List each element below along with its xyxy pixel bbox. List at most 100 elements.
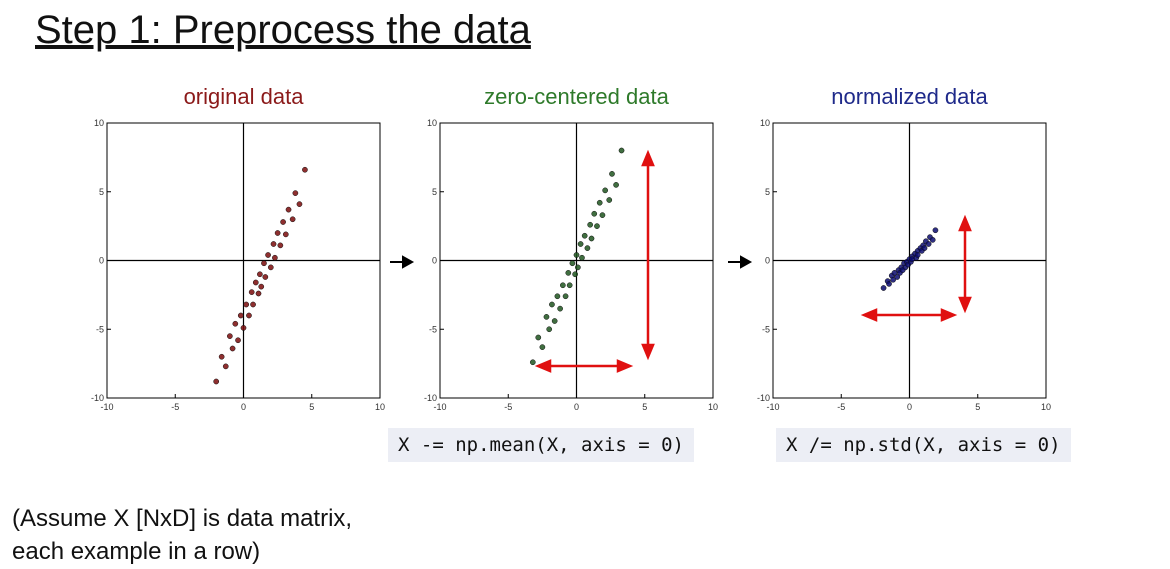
point bbox=[240, 325, 247, 331]
point bbox=[250, 301, 256, 308]
point bbox=[265, 252, 271, 258]
point bbox=[925, 241, 932, 247]
point bbox=[243, 301, 250, 308]
point bbox=[285, 206, 292, 213]
point bbox=[529, 359, 536, 366]
code: X -= np.mean(X, axis = 0) bbox=[388, 428, 694, 462]
chart-title: original data bbox=[184, 84, 305, 109]
point bbox=[267, 264, 274, 271]
point bbox=[577, 241, 584, 247]
note: (Assume X [NxD] is data matrix, bbox=[12, 505, 353, 532]
x-tick-label: 10 bbox=[708, 402, 718, 412]
y-tick-label: -10 bbox=[91, 393, 104, 403]
x-tick-label: -10 bbox=[433, 402, 446, 412]
point bbox=[272, 254, 278, 261]
x-tick-label: 0 bbox=[574, 402, 579, 412]
point bbox=[591, 210, 598, 217]
point bbox=[566, 282, 573, 289]
x-tick-label: 0 bbox=[907, 402, 912, 412]
point bbox=[237, 312, 244, 319]
y-tick-label: -5 bbox=[762, 324, 770, 334]
point bbox=[252, 279, 259, 286]
point bbox=[569, 260, 576, 267]
y-tick-label: 5 bbox=[99, 187, 104, 197]
point bbox=[274, 230, 281, 236]
point bbox=[258, 283, 265, 290]
x-tick-label: -10 bbox=[766, 402, 779, 412]
point bbox=[606, 197, 613, 203]
point bbox=[921, 245, 928, 251]
point bbox=[596, 199, 603, 206]
point bbox=[613, 182, 619, 188]
point bbox=[289, 216, 296, 223]
slide-title: Step 1: Preprocess the data bbox=[35, 8, 531, 52]
point bbox=[932, 227, 939, 234]
chart-title: normalized data bbox=[831, 84, 988, 109]
x-tick-label: 5 bbox=[642, 402, 647, 412]
y-tick-label: 0 bbox=[99, 256, 104, 266]
point bbox=[282, 231, 289, 238]
point bbox=[584, 245, 591, 251]
x-tick-label: -10 bbox=[100, 402, 113, 412]
point bbox=[609, 171, 615, 177]
point bbox=[562, 293, 569, 300]
y-tick-label: 0 bbox=[765, 256, 770, 266]
point bbox=[232, 320, 239, 327]
point bbox=[594, 223, 600, 229]
x-tick-label: 10 bbox=[375, 402, 385, 412]
point bbox=[292, 190, 299, 196]
y-tick-label: 5 bbox=[432, 187, 437, 197]
y-tick-label: 10 bbox=[427, 118, 437, 128]
point bbox=[588, 235, 595, 242]
point bbox=[262, 274, 269, 280]
point bbox=[554, 293, 561, 300]
x-tick-label: 5 bbox=[309, 402, 314, 412]
point bbox=[543, 314, 550, 320]
point bbox=[246, 312, 252, 319]
point bbox=[261, 260, 267, 267]
point bbox=[255, 290, 262, 297]
x-tick-label: -5 bbox=[171, 402, 179, 412]
point bbox=[280, 219, 286, 225]
code: X /= np.std(X, axis = 0) bbox=[776, 428, 1071, 462]
point bbox=[546, 326, 553, 333]
point bbox=[227, 333, 233, 339]
point bbox=[257, 271, 263, 278]
point bbox=[618, 147, 625, 154]
point bbox=[235, 337, 241, 344]
point bbox=[551, 318, 558, 324]
red-arrow bbox=[534, 149, 972, 373]
point bbox=[579, 254, 585, 261]
point bbox=[248, 289, 255, 295]
point bbox=[886, 281, 892, 287]
point bbox=[880, 285, 887, 291]
arrow bbox=[390, 255, 753, 269]
x-tick-label: -5 bbox=[504, 402, 512, 412]
y-tick-label: -10 bbox=[757, 393, 770, 403]
point bbox=[222, 363, 229, 370]
point bbox=[575, 264, 581, 271]
y-tick-label: 10 bbox=[94, 118, 104, 128]
point bbox=[587, 221, 594, 228]
point bbox=[296, 201, 303, 207]
x-tick-label: 5 bbox=[975, 402, 980, 412]
point bbox=[929, 237, 936, 243]
x-tick-label: -5 bbox=[837, 402, 845, 412]
point bbox=[557, 305, 563, 312]
y-tick-label: 0 bbox=[432, 256, 437, 266]
y-tick-label: -5 bbox=[429, 324, 437, 334]
point bbox=[213, 378, 220, 385]
point bbox=[581, 232, 588, 239]
point bbox=[573, 252, 580, 258]
x-tick-label: 0 bbox=[241, 402, 246, 412]
note: each example in a row) bbox=[12, 538, 261, 565]
point bbox=[891, 270, 898, 276]
point bbox=[602, 187, 609, 194]
x-tick-label: 10 bbox=[1041, 402, 1051, 412]
point bbox=[914, 252, 921, 258]
y-tick-label: -5 bbox=[96, 324, 104, 334]
point bbox=[572, 271, 578, 278]
point bbox=[270, 241, 277, 247]
